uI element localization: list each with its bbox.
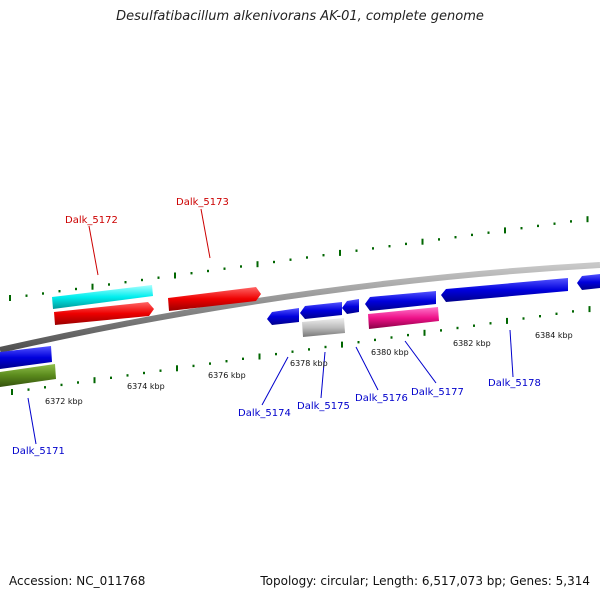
gene-label[interactable]: Dalk_5173	[176, 197, 229, 208]
genome-title: Desulfatibacillum alkenivorans AK-01, co…	[116, 9, 484, 24]
accession-text: Accession: NC_011768	[9, 574, 146, 588]
topology-text: Topology: circular; Length: 6,517,073 bp…	[260, 574, 590, 588]
gene-dalk-5178-cds[interactable]	[441, 274, 600, 302]
gene-label[interactable]: Dalk_5174	[238, 408, 291, 419]
gene-label[interactable]: Dalk_5177	[411, 387, 464, 398]
scale-label: 6382 kbp	[453, 339, 491, 348]
gene-label[interactable]: Dalk_5171	[12, 446, 65, 457]
forward-tick-row	[9, 216, 589, 301]
scale-label: 6376 kbp	[208, 371, 246, 380]
gene-leader-lines	[27, 208, 514, 445]
gene-label[interactable]: Dalk_5178	[488, 378, 541, 389]
genome-backbone	[0, 262, 600, 353]
gene-dalk-5174-cds[interactable]	[267, 308, 299, 325]
gene-dalk-5177-cds[interactable]	[365, 291, 439, 329]
gene-label[interactable]: Dalk_5176	[355, 393, 408, 404]
gene-label[interactable]: Dalk_5172	[65, 215, 118, 226]
gene-dalk-5172-cds[interactable]	[52, 285, 154, 325]
scale-label: 6378 kbp	[290, 359, 328, 368]
gene-dalk-5176-cds[interactable]	[342, 299, 359, 314]
gene-dalk-5175-cds[interactable]	[300, 302, 345, 337]
scale-label: 6380 kbp	[371, 348, 409, 357]
reverse-tick-row	[11, 306, 591, 395]
gene-dalk-5173-cds[interactable]	[168, 287, 261, 311]
scale-label: 6374 kbp	[127, 382, 165, 391]
scale-label: 6372 kbp	[45, 397, 83, 406]
scale-labels: 6372 kbp 6374 kbp 6376 kbp 6378 kbp 6380…	[45, 331, 573, 406]
gene-labels: Dalk_5172 Dalk_5173 Dalk_5171 Dalk_5174 …	[12, 197, 541, 457]
gene-dalk-5171-cds[interactable]	[0, 346, 56, 387]
gene-label[interactable]: Dalk_5175	[297, 401, 350, 412]
scale-label: 6384 kbp	[535, 331, 573, 340]
